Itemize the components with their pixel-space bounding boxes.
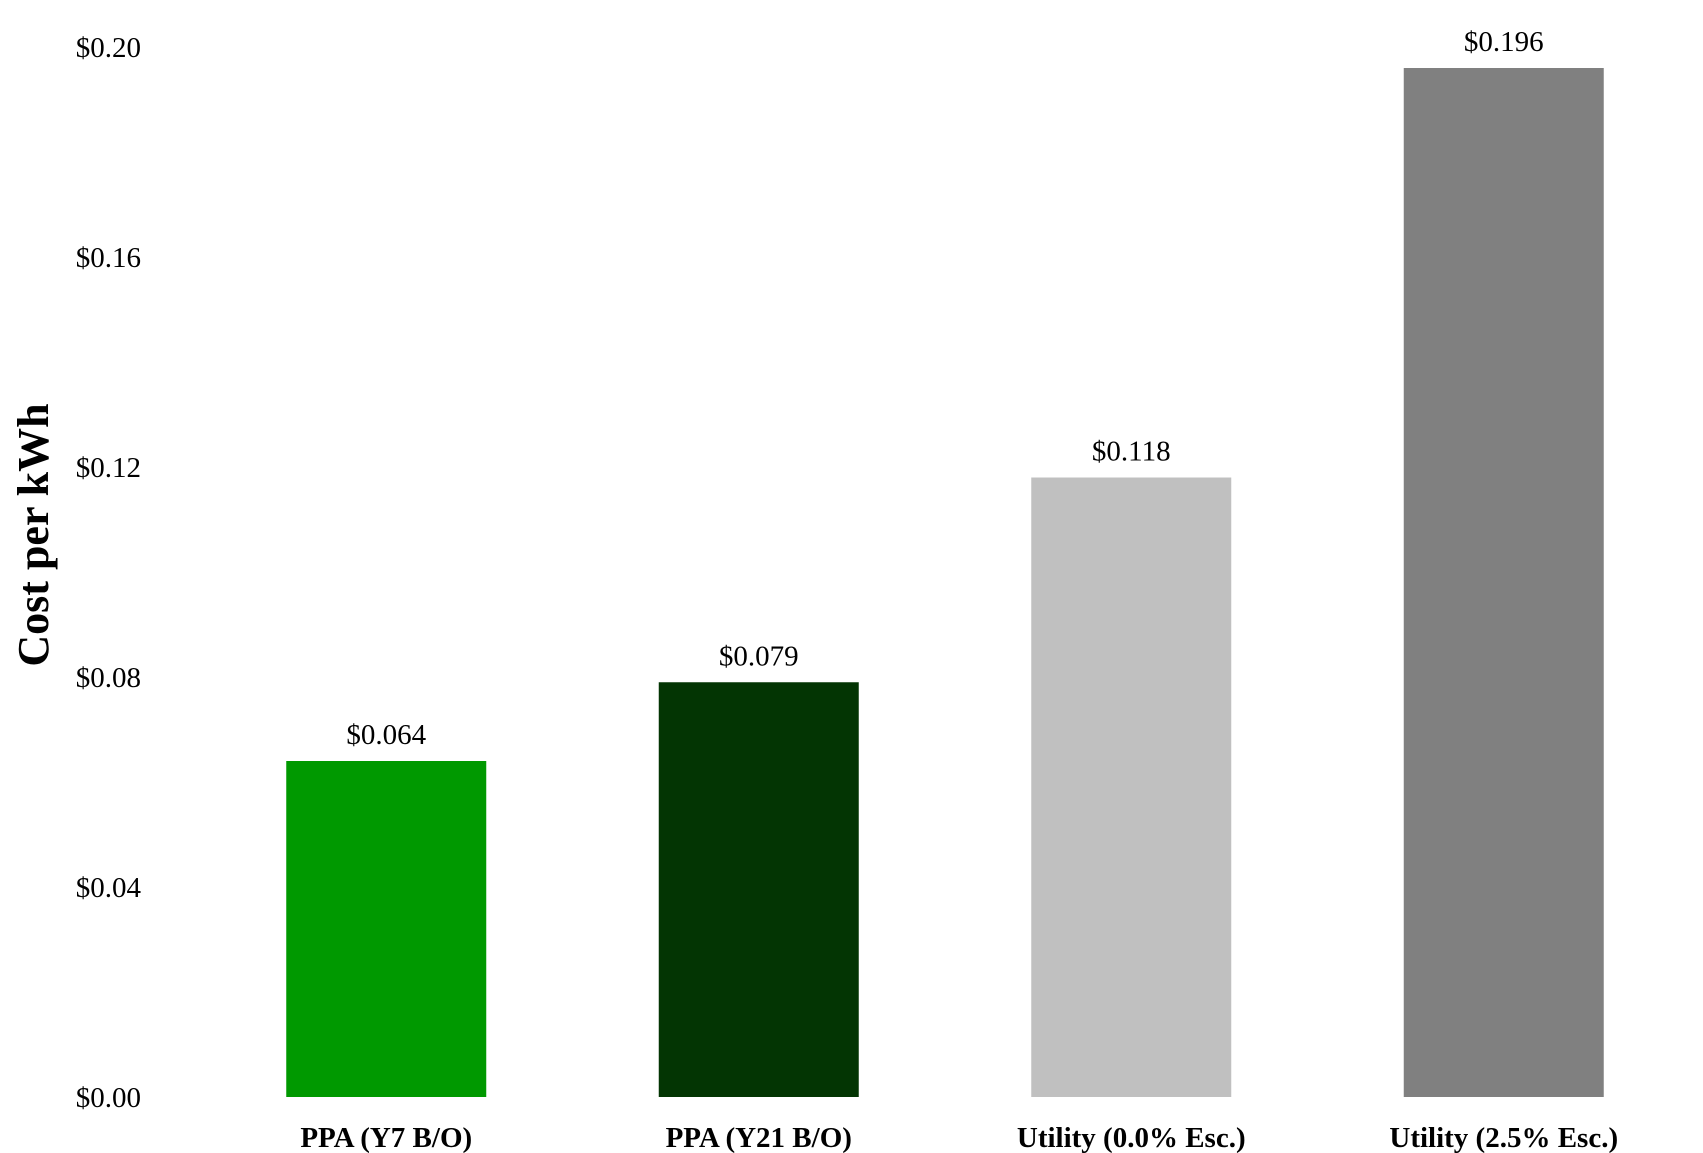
x-category-label: PPA (Y21 B/O)	[666, 1122, 852, 1153]
x-category-label: Utility (0.0% Esc.)	[1017, 1122, 1246, 1153]
y-tick-label: $0.08	[76, 662, 141, 694]
bar	[658, 682, 859, 1097]
y-tick-label: $0.00	[76, 1082, 141, 1114]
y-axis-title-group: Cost per kWh	[9, 403, 58, 666]
x-axis-labels: PPA (Y7 B/O) PPA (Y21 B/O) Utility (0.0% E…	[300, 1122, 1618, 1153]
y-tick-label: $0.16	[76, 242, 141, 274]
y-axis-title: Cost per kWh	[9, 403, 58, 666]
x-category-label: Utility (2.5% Esc.)	[1389, 1122, 1618, 1153]
data-label: $0.118	[1092, 436, 1171, 468]
data-labels: $0.064 $0.079 $0.118 $0.196	[346, 26, 1543, 751]
bar	[1403, 68, 1604, 1097]
data-label: $0.196	[1464, 26, 1544, 58]
data-label: $0.064	[346, 719, 426, 751]
y-tick-label: $0.20	[76, 32, 141, 64]
bar	[1031, 477, 1232, 1097]
x-category-label: PPA (Y7 B/O)	[300, 1122, 472, 1153]
bars	[286, 68, 1604, 1097]
data-label: $0.079	[719, 640, 799, 672]
y-tick-label: $0.04	[76, 872, 142, 904]
y-axis-ticks: $0.00 $0.04 $0.08 $0.12 $0.16 $0.20	[76, 32, 142, 1114]
bar	[286, 761, 487, 1097]
y-tick-label: $0.12	[76, 452, 141, 484]
